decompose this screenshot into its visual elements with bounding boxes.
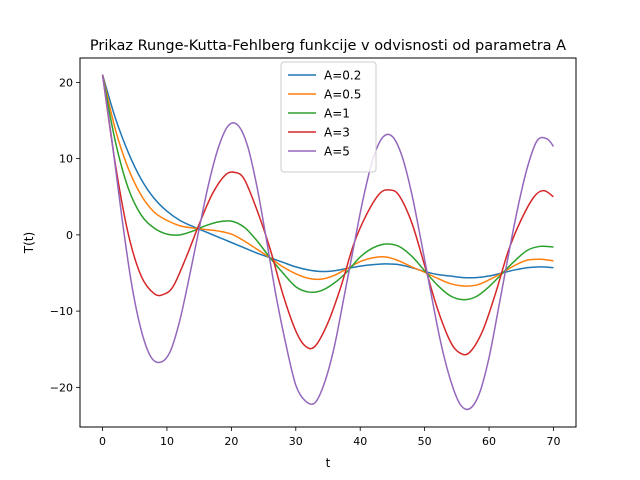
series-line-5 xyxy=(101,74,555,411)
legend-box xyxy=(280,61,377,173)
x-tick-label: 50 xyxy=(418,435,432,448)
series-line-3 xyxy=(101,74,554,301)
y-tick-label: 10 xyxy=(59,153,73,166)
x-tick-label: 10 xyxy=(160,435,174,448)
y-axis-label: T(t) xyxy=(22,232,36,254)
y-tick-label: 0 xyxy=(66,229,73,242)
y-tick-label: −10 xyxy=(50,305,73,318)
y-tick-label: 20 xyxy=(59,76,73,89)
x-tick-label: 70 xyxy=(546,435,560,448)
x-axis-ticks: 0 10 20 30 40 50 60 70 xyxy=(99,427,560,448)
legend: A=0.2 A=0.5 A=1 A=3 A=5 xyxy=(280,61,377,173)
legend-label: A=0.5 xyxy=(324,88,361,102)
y-tick-label: −20 xyxy=(50,381,73,394)
legend-label: A=1 xyxy=(324,107,350,121)
x-tick-label: 60 xyxy=(482,435,496,448)
series-line-1 xyxy=(101,74,554,279)
x-tick-label: 0 xyxy=(99,435,106,448)
y-axis-ticks: −20 −10 0 10 20 xyxy=(50,76,80,394)
chart-title: Prikaz Runge-Kutta-Fehlberg funkcije v o… xyxy=(90,38,566,54)
x-axis-label: t xyxy=(326,456,331,470)
series-line-2 xyxy=(101,74,554,287)
legend-label: A=3 xyxy=(324,126,350,140)
plot-frame xyxy=(79,57,577,428)
plot-lines xyxy=(101,74,555,411)
series-line-4 xyxy=(101,74,554,356)
legend-label: A=0.2 xyxy=(324,69,361,83)
legend-label: A=5 xyxy=(324,145,350,159)
x-tick-label: 20 xyxy=(224,435,238,448)
x-tick-label: 40 xyxy=(353,435,367,448)
x-tick-label: 30 xyxy=(289,435,303,448)
